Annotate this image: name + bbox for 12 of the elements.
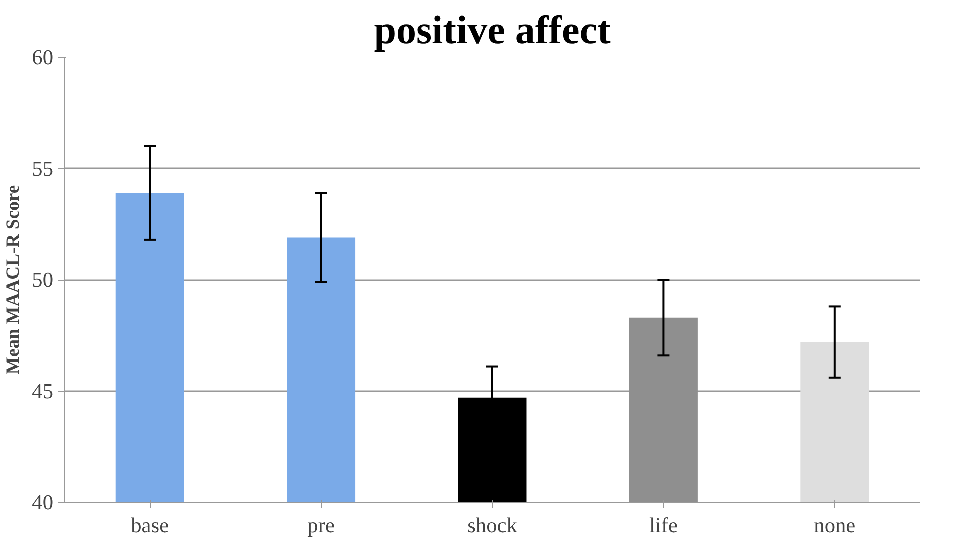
y-tick-label: 60 bbox=[32, 46, 54, 70]
y-axis-title: Mean MAACL-R Score bbox=[3, 185, 24, 375]
x-tick-label: none bbox=[814, 514, 856, 538]
x-tick-label: base bbox=[131, 514, 170, 538]
x-tick-label: shock bbox=[468, 514, 518, 538]
x-tick-label: pre bbox=[308, 514, 335, 538]
y-tick-label: 55 bbox=[32, 156, 54, 181]
y-tick-label: 50 bbox=[32, 268, 54, 292]
y-tick-label: 45 bbox=[32, 379, 54, 404]
x-tick-label: life bbox=[649, 514, 678, 538]
y-tick-label: 40 bbox=[32, 490, 54, 514]
chart-title: positive affect bbox=[374, 8, 612, 52]
